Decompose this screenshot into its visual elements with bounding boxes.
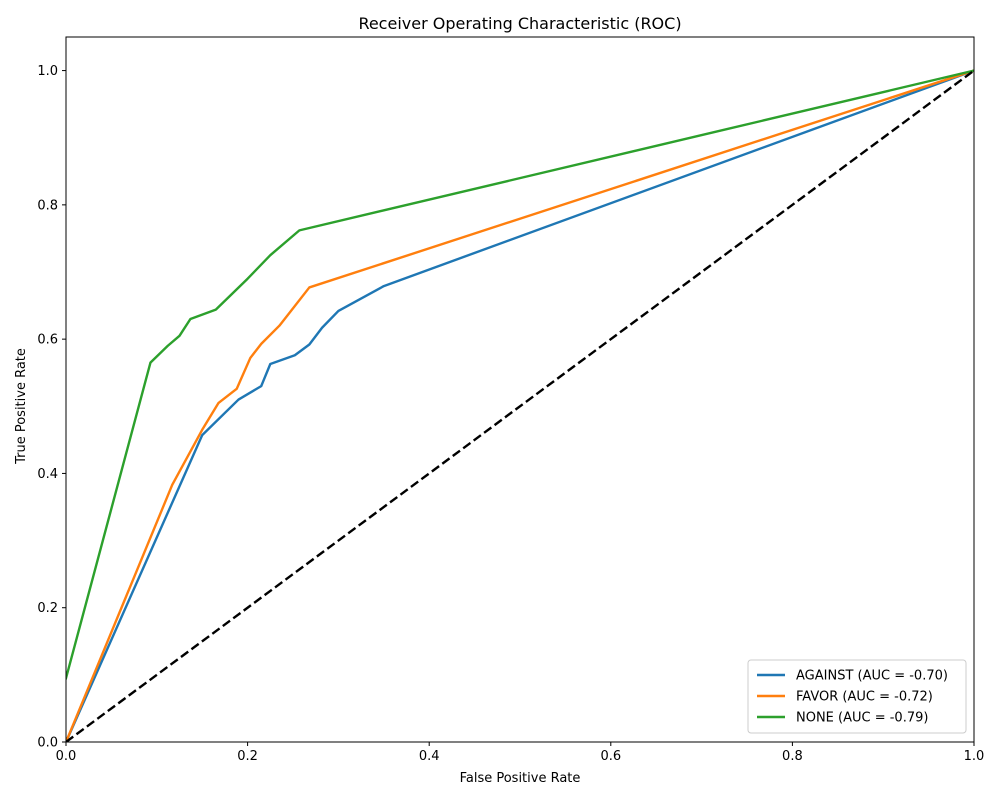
y-tick-label: 1.0 — [37, 64, 58, 79]
series-lines — [66, 69, 974, 742]
y-axis: 0.0 0.2 0.4 0.6 0.8 1.0 — [37, 64, 66, 751]
legend-entry-label: FAVOR (AUC = -0.72) — [796, 690, 933, 705]
y-tick-label: 0.4 — [37, 467, 58, 482]
plot-frame — [65, 36, 975, 743]
x-tick-label: 1.0 — [964, 749, 985, 764]
series-line-against — [66, 69, 974, 742]
x-axis-label: False Positive Rate — [460, 771, 581, 786]
chart-title: Receiver Operating Characteristic (ROC) — [358, 14, 681, 33]
x-tick-label: 0.4 — [419, 749, 440, 764]
y-tick-label: 0.6 — [37, 333, 58, 348]
series-line-favor — [66, 69, 974, 742]
x-axis: 0.0 0.2 0.4 0.6 0.8 1.0 — [56, 742, 985, 764]
y-tick-label: 0.8 — [37, 198, 58, 213]
legend-entry-label: NONE (AUC = -0.79) — [796, 711, 928, 726]
y-axis-label: True Positive Rate — [14, 348, 29, 465]
y-tick-label: 0.0 — [37, 736, 58, 751]
x-tick-label: 0.2 — [237, 749, 258, 764]
legend: AGAINST (AUC = -0.70) FAVOR (AUC = -0.72)… — [747, 659, 967, 734]
series-line-none — [66, 69, 974, 680]
legend-box — [747, 659, 967, 734]
x-tick-label: 0.8 — [782, 749, 803, 764]
reference-diagonal-line — [66, 69, 974, 742]
legend-entry-label: AGAINST (AUC = -0.70) — [796, 669, 948, 684]
y-tick-label: 0.2 — [37, 601, 58, 616]
x-tick-label: 0.6 — [600, 749, 621, 764]
plot-area — [65, 36, 975, 743]
x-tick-label: 0.0 — [56, 749, 77, 764]
